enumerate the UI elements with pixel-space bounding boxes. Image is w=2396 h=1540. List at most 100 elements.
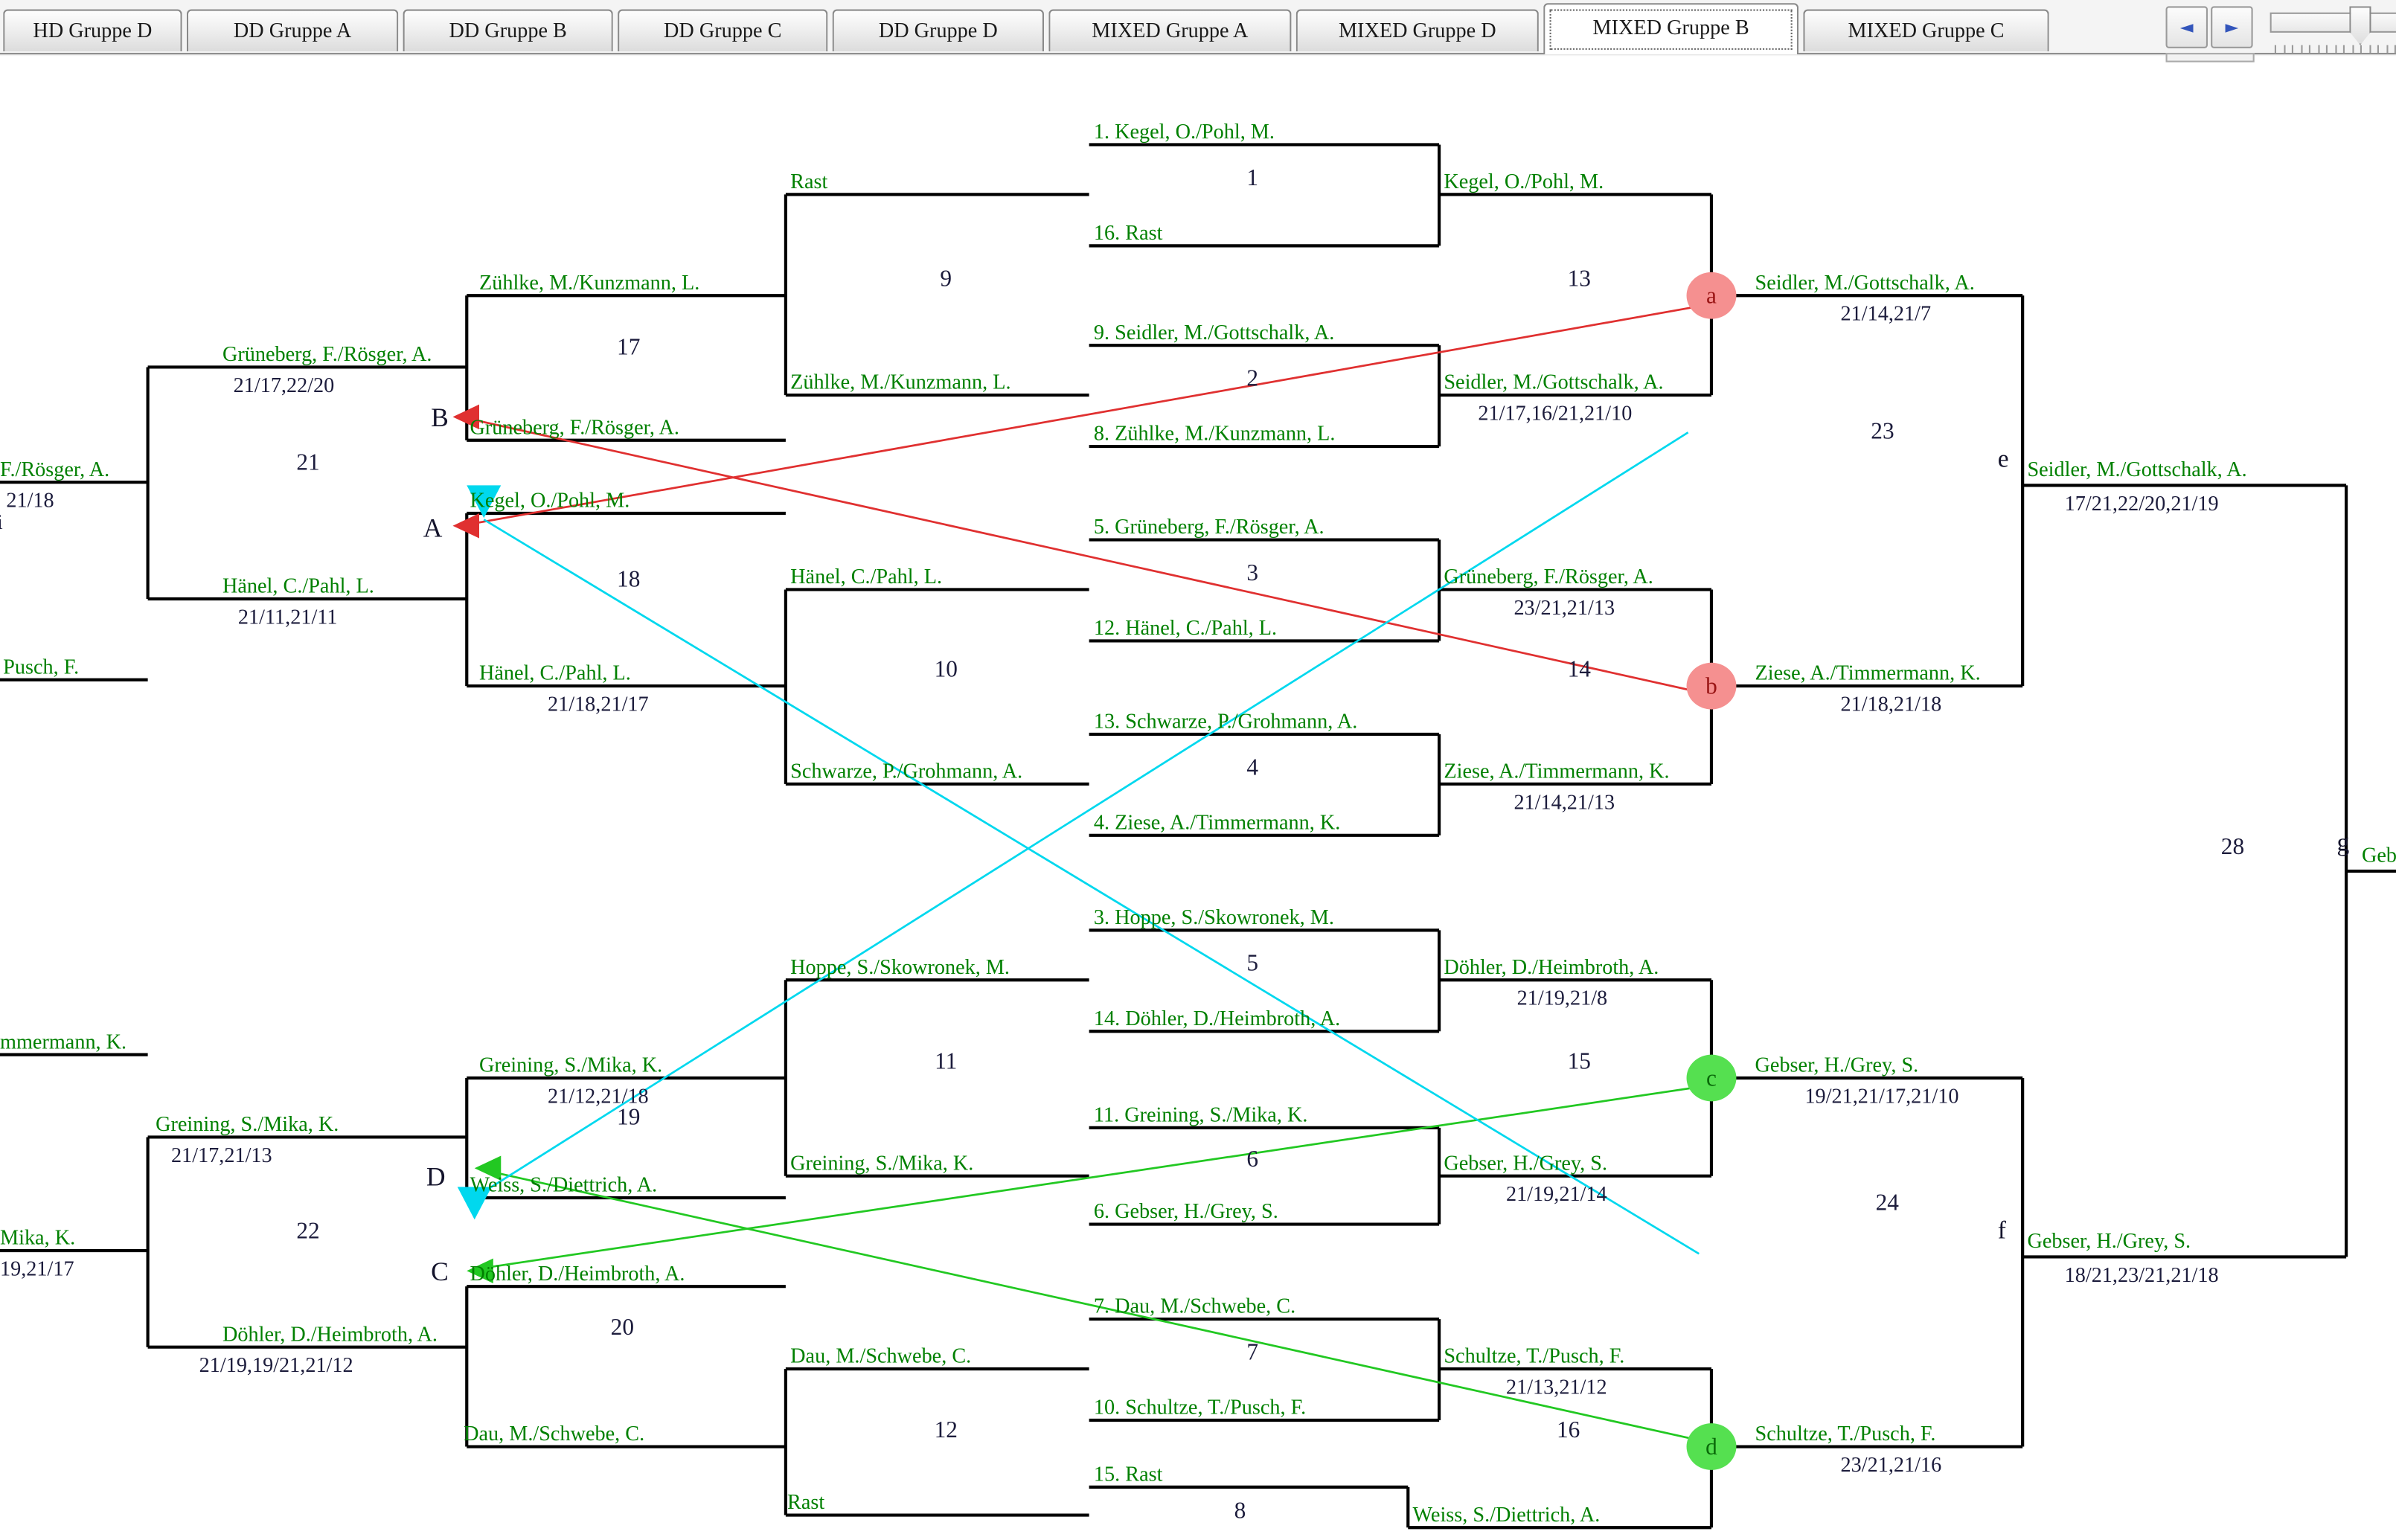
team-label: Hänel, C./Pahl, L. [790,564,943,588]
drop-c-arrow [467,1258,493,1283]
tab-dd-gruppe-a[interactable]: DD Gruppe A [186,9,399,51]
tab-mixed-gruppe-c[interactable]: MIXED Gruppe C [1803,9,2049,51]
score-label: 19,21/17 [0,1257,74,1280]
match-number: 23 [1871,420,1894,445]
match-number: 10 [934,658,958,683]
team-label: Gebser, H./Grey, S. [1444,1151,1608,1175]
team-label: Greining, S./Mika, K. [790,1151,974,1175]
cyan-down-arrow-bottom [457,1187,492,1220]
tab-bar-baseline [0,53,2396,55]
match-number: 18 [617,568,641,593]
team-label: Rast [790,169,828,193]
match-number: 17 [617,336,641,362]
slider-tick [2300,45,2302,54]
team-label: Zühlke, M./Kunzmann, L. [478,270,700,295]
winner-marker-circle-d [1686,1423,1737,1470]
match-number: 7 [1246,1341,1259,1366]
progression-line-g [474,1085,1707,1271]
team-label: 11. Greining, S./Mika, K. [1093,1103,1308,1126]
team-label: Grüneberg, F./Rösger, A. [1444,564,1653,588]
winner-marker-letter: a [1706,283,1717,309]
winner-marker-circle-a [1686,272,1737,319]
match-number: 14 [1567,658,1591,683]
match-number: 15 [1567,1050,1591,1075]
slider-tick [2394,45,2396,54]
match-number: 16 [1556,1418,1580,1444]
team-label: Rast [787,1490,825,1514]
slider-tick [2386,45,2388,54]
zoom-slider-thumb[interactable] [2349,6,2371,45]
team-label: 10. Schultze, T./Pusch, F. [1093,1395,1307,1419]
winner-marker-letter: c [1706,1065,1717,1091]
score-label: 21/14,21/7 [1840,301,1932,325]
drop-b-arrow [452,404,479,430]
slider-tick [2377,45,2379,54]
score-label: 21/19,21/14 [1505,1182,1607,1206]
score-label: 21/17,21/13 [170,1143,272,1167]
team-label: 13. Schwarze, P./Grohmann, A. [1093,709,1358,733]
winner-marker-letter: b [1705,673,1717,699]
score-label: 17/21,22/20,21/19 [2064,491,2219,516]
drop-d-arrow [474,1155,502,1181]
team-label: 8. Zühlke, M./Kunzmann, L. [1093,421,1336,445]
team-label: 12. Hänel, C./Pahl, L. [1093,615,1278,640]
match-number: 3 [1246,561,1259,587]
team-label: 9. Seidler, M./Gottschalk, A. [1093,320,1335,344]
team-label: 7. Dau, M./Schwebe, C. [1093,1294,1296,1318]
tab-strip-edge [2165,53,2255,62]
slider-tick [2368,45,2371,54]
team-label: Gebser, H./Grey, S. [2027,1228,2191,1253]
tab-scroll-right-button[interactable]: ► [2211,6,2253,48]
score-label: 21/18 [6,488,54,512]
tab-hd-gruppe-d[interactable]: HD Gruppe D [3,9,182,51]
slider-tick [2325,45,2328,54]
team-label: Kegel, O./Pohl, M. [1444,169,1604,193]
drop-slot-letter: B [431,402,449,433]
active-tab-focus-rect [1549,9,1793,50]
team-label: 5. Grüneberg, F./Rösger, A. [1093,515,1324,539]
score-label: 21/19,21/8 [1516,986,1608,1010]
match-number: 9 [940,267,952,293]
progression-line-g [481,1169,1708,1443]
match-number: 20 [610,1315,635,1341]
slider-tick [2274,45,2276,54]
team-label: F./Rösger, A. [0,457,110,481]
drop-a-arrow [452,513,479,539]
winner-marker-circle-b [1686,662,1737,710]
team-label: Döhler, D./Heimbroth, A. [470,1261,685,1286]
team-label: Kegel, O./Pohl, M. [470,488,630,512]
match-number: 12 [934,1418,958,1444]
cyan-down-arrow-top [467,485,502,519]
zoom-slider-track[interactable] [2270,12,2396,33]
progression-line-r [460,304,1707,527]
match-number: 6 [1246,1148,1259,1173]
tab-mixed-gruppe-a[interactable]: MIXED Gruppe A [1048,9,1292,51]
tab-dd-gruppe-b[interactable]: DD Gruppe B [403,9,613,51]
match-number: 24 [1875,1191,1899,1217]
tab-dd-gruppe-c[interactable]: DD Gruppe C [618,9,828,51]
match-number: 28 [2220,835,2245,861]
slider-tick [2308,45,2310,54]
team-label: 16. Rast [1093,220,1163,245]
team-label: Geb [2361,843,2396,867]
match-number: 19 [617,1106,641,1132]
team-label: Gebser, H./Grey, S. [1755,1053,1919,1077]
tab-mixed-gruppe-b[interactable]: MIXED Gruppe B [1543,3,1799,55]
score-label: 21/19,19/21,21/12 [199,1353,353,1377]
team-label: Hoppe, S./Skowronek, M. [790,955,1010,979]
drop-slot-letter: D [426,1161,446,1192]
drop-slot-letter: C [431,1257,449,1287]
team-label: 14. Döhler, D./Heimbroth, A. [1093,1006,1341,1030]
team-label: Dau, M./Schwebe, C. [790,1344,972,1367]
team-label: 15. Rast [1093,1462,1163,1486]
tab-dd-gruppe-d[interactable]: DD Gruppe D [832,9,1044,51]
slider-tick [2351,45,2354,54]
tab-mixed-gruppe-d[interactable]: MIXED Gruppe D [1295,9,1539,51]
round-letter: f [1997,1218,2006,1245]
progression-line-c [478,431,1689,1196]
score-label: 21/17,16/21,21/10 [1478,401,1633,425]
team-label: Ziese, A./Timmermann, K. [1444,759,1670,783]
tab-scroll-left-button[interactable]: ◄ [2165,6,2208,48]
